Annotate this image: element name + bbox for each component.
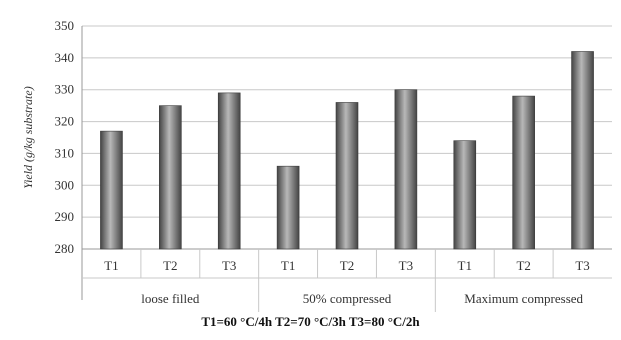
y-axis-label: Yield (g/kg substrate) (21, 86, 35, 188)
x-tick-label: T2 (163, 258, 177, 273)
bar (217, 92, 241, 250)
group-label: 50% compressed (303, 291, 392, 306)
y-tick-label: 290 (55, 209, 75, 224)
x-tick-label: T2 (340, 258, 354, 273)
group-label: Maximum compressed (464, 291, 583, 306)
x-tick-label: T2 (516, 258, 530, 273)
y-tick-label: 320 (55, 114, 75, 129)
bar (276, 165, 300, 250)
y-tick-label: 280 (55, 241, 75, 256)
y-tick-label: 330 (55, 82, 75, 97)
bar (453, 140, 477, 250)
x-tick-label: T1 (458, 258, 472, 273)
x-tick-label: T3 (222, 258, 236, 273)
x-tick-label: T1 (281, 258, 295, 273)
labels: 280 290 300 310 320 330 340 350 T1 T2 T3 loose fill… (55, 18, 590, 306)
y-tick-label: 340 (55, 50, 75, 65)
bar (159, 105, 182, 250)
treatment-legend: T1=60 °C/4h T2=70 °C/3h T3=80 °C/2h (201, 314, 420, 329)
bar (394, 89, 418, 250)
bars (100, 51, 594, 250)
y-tick-label: 310 (55, 145, 75, 160)
x-tick-label: T3 (575, 258, 589, 273)
x-tick-label: T1 (104, 258, 118, 273)
y-tick-label: 350 (55, 18, 75, 33)
y-tick-label: 300 (55, 177, 75, 192)
group-label: loose filled (141, 291, 200, 306)
x-tick-label: T3 (399, 258, 413, 273)
bar (335, 102, 359, 250)
bar (571, 51, 594, 250)
bar (100, 130, 123, 250)
bar (512, 95, 535, 250)
